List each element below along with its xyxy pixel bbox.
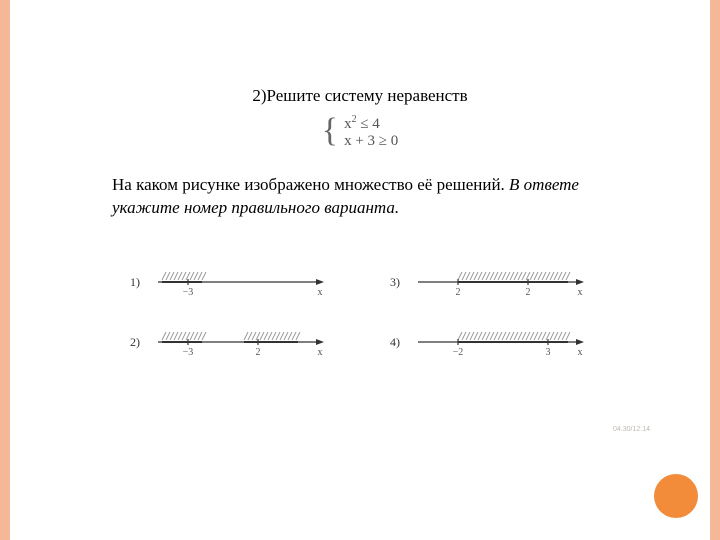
diagram-4: 4) −2 3 x [390,324,610,362]
inequality-system: { x2 ≤ 4 x + 3 ≥ 0 [30,114,690,150]
diagrams-grid: 1) −3 x 3) 2 2 x 2) −3 2 x 4) −2 3 x [130,264,690,362]
equation-1: x2 ≤ 4 [344,114,398,133]
problem-title: 2)Решите систему неравенств [170,86,550,106]
diagram-4-label: 4) [390,335,408,350]
question-text: На каком рисунке изображено множество её… [112,174,600,220]
diagram-1-svg: −3 x [148,264,350,302]
equation-2: x + 3 ≥ 0 [344,133,398,150]
diagram-2-svg: −3 2 x [148,324,350,362]
footer-mark: 04.30/12.14 [613,426,650,433]
left-border [0,0,10,540]
svg-text:x: x [578,347,583,358]
svg-text:2: 2 [256,347,261,358]
right-border [710,0,720,540]
svg-text:x: x [318,347,323,358]
svg-text:2: 2 [526,287,531,298]
svg-text:x: x [318,287,323,298]
svg-text:−3: −3 [183,347,194,358]
diagram-3-svg: 2 2 x [408,264,610,302]
diagram-4-svg: −2 3 x [408,324,610,362]
diagram-3-label: 3) [390,275,408,290]
corner-circle [654,474,698,518]
question-plain: На каком рисунке изображено множество её… [112,175,509,194]
diagram-1: 1) −3 x [130,264,350,302]
diagram-1-label: 1) [130,275,148,290]
svg-text:x: x [578,287,583,298]
system-equations: x2 ≤ 4 x + 3 ≥ 0 [344,114,398,150]
svg-text:−2: −2 [453,347,464,358]
diagram-3: 3) 2 2 x [390,264,610,302]
svg-text:2: 2 [456,287,461,298]
diagram-2: 2) −3 2 x [130,324,350,362]
svg-text:3: 3 [546,347,551,358]
slide-content: 2)Решите систему неравенств { x2 ≤ 4 x +… [30,86,690,362]
system-brace: { [322,114,338,150]
svg-text:−3: −3 [183,287,194,298]
diagram-2-label: 2) [130,335,148,350]
